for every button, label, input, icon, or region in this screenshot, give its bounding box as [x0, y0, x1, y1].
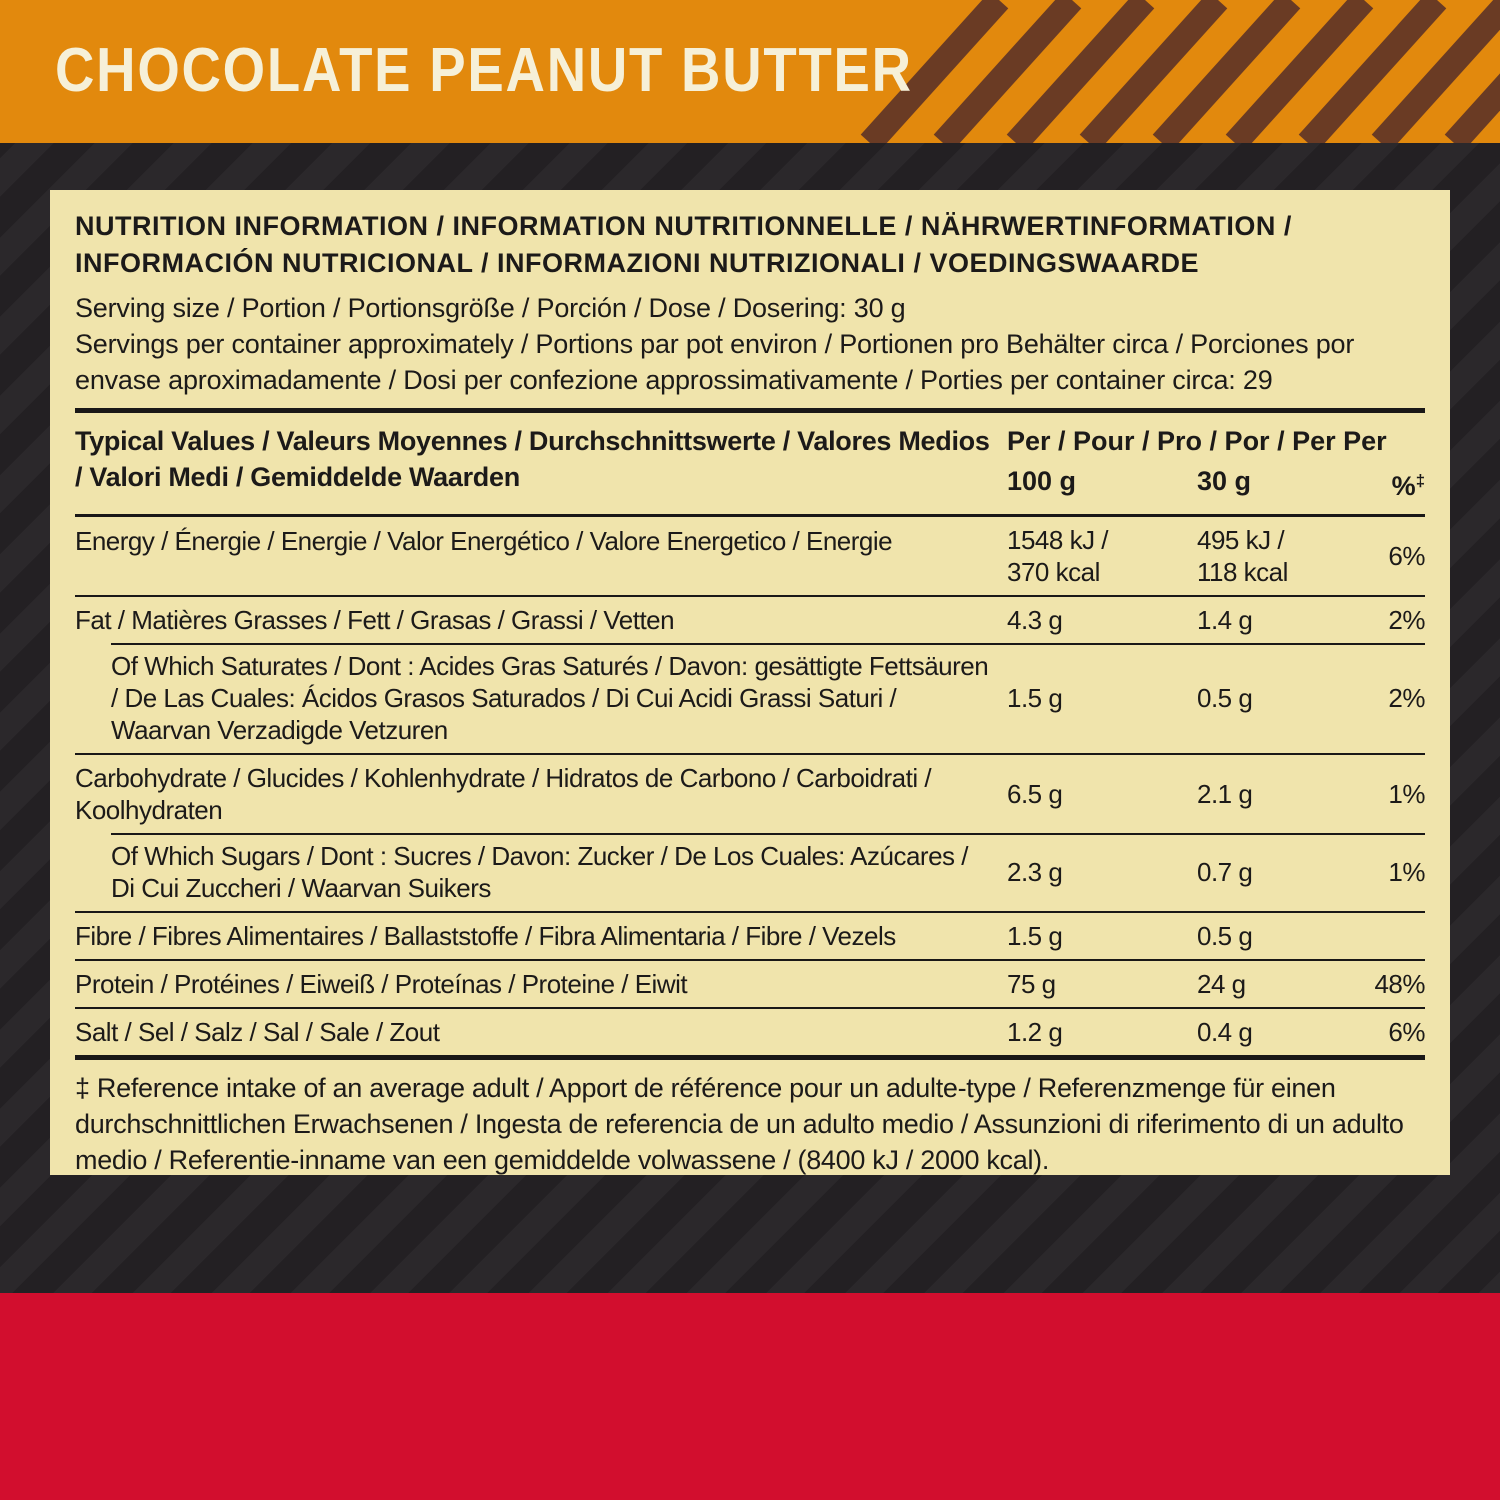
value-per-100g: 75 g [1007, 969, 1056, 999]
value-per-30g: 0.5 g [1197, 921, 1253, 951]
value-percent: 6% [1388, 541, 1425, 571]
value-percent: 1% [1388, 779, 1425, 809]
value-per-100g: 2.3 g [1007, 857, 1063, 887]
value-per-30g: 24 g [1197, 969, 1246, 999]
row-label: Energy / Énergie / Energie / Valor Energ… [75, 526, 893, 556]
table-header-row: Typical Values / Valeurs Moyennes / Durc… [75, 413, 1425, 514]
value-per-30g: 0.4 g [1197, 1017, 1253, 1047]
table-row: Protein / Protéines / Eiweiß / Proteínas… [75, 959, 1426, 1007]
nutrition-table-rows: Energy / Énergie / Energie / Valor Energ… [75, 517, 1426, 1055]
col-header-100g: 100 g [1007, 466, 1077, 496]
header-rule [75, 514, 1425, 517]
reference-intake-footnote: ‡ Reference intake of an average adult /… [75, 1073, 1404, 1175]
value-percent: 48% [1374, 969, 1425, 999]
nutrition-panel-title: NUTRITION INFORMATION / INFORMATION NUTR… [75, 211, 1292, 278]
table-row: Carbohydrate / Glucides / Kohlenhydrate … [75, 753, 1426, 833]
row-label: Fat / Matières Grasses / Fett / Grasas /… [75, 605, 675, 635]
value-percent: 6% [1388, 1017, 1425, 1047]
value-per-30g: 0.5 g [1197, 683, 1253, 713]
col-header-percent: %‡ [1391, 471, 1425, 501]
row-label: Carbohydrate / Glucides / Kohlenhydrate … [75, 763, 932, 825]
col-header-30g: 30 g [1197, 466, 1252, 496]
value-per-30g: 2.1 g [1197, 779, 1253, 809]
per-header-line: Per / Pour / Pro / Por / Per Per [1007, 426, 1387, 456]
flavor-title: CHOCOLATE PEANUT BUTTER [55, 35, 913, 105]
per-columns-header: Per / Pour / Pro / Por / Per Per 100 g 3… [1007, 423, 1425, 504]
value-per-100g: 1548 kJ / 370 kcal [1007, 525, 1109, 587]
dagger-reference-mark: ‡ [1415, 471, 1425, 490]
table-row: Of Which Sugars / Dont : Sucres / Davon:… [75, 833, 1426, 911]
row-label: Of Which Saturates / Dont : Acides Gras … [111, 651, 989, 745]
row-label: Fibre / Fibres Alimentaires / Ballaststo… [75, 921, 896, 951]
table-row: Fat / Matières Grasses / Fett / Grasas /… [75, 595, 1426, 643]
table-row: Energy / Énergie / Energie / Valor Energ… [75, 517, 1426, 595]
value-per-30g: 495 kJ / 118 kcal [1197, 525, 1288, 587]
table-row: Of Which Saturates / Dont : Acides Gras … [75, 643, 1426, 753]
section-rule-top [75, 408, 1425, 413]
red-footer-band [0, 1293, 1500, 1500]
typical-values-header: Typical Values / Valeurs Moyennes / Durc… [75, 426, 990, 492]
value-per-100g: 6.5 g [1007, 779, 1063, 809]
value-per-100g: 1.2 g [1007, 1017, 1063, 1047]
serving-size-line: Serving size / Portion / Portionsgröße /… [75, 293, 906, 323]
row-label: Protein / Protéines / Eiweiß / Proteínas… [75, 969, 688, 999]
value-per-30g: 1.4 g [1197, 605, 1253, 635]
value-per-100g: 4.3 g [1007, 605, 1063, 635]
value-percent: 2% [1388, 683, 1425, 713]
value-per-100g: 1.5 g [1007, 921, 1063, 951]
section-rule-bottom [75, 1055, 1425, 1060]
table-row: Fibre / Fibres Alimentaires / Ballaststo… [75, 911, 1425, 959]
row-label: Salt / Sel / Salz / Sal / Sale / Zout [75, 1017, 440, 1047]
table-row: Salt / Sel / Salz / Sal / Sale / Zout 1.… [75, 1007, 1426, 1055]
value-percent: 2% [1388, 605, 1425, 635]
flavor-header-bar: CHOCOLATE PEANUT BUTTER [0, 0, 1500, 143]
value-per-100g: 1.5 g [1007, 683, 1063, 713]
nutrition-panel: NUTRITION INFORMATION / INFORMATION NUTR… [50, 190, 1450, 1175]
value-percent: 1% [1388, 857, 1425, 887]
row-label: Of Which Sugars / Dont : Sucres / Davon:… [111, 841, 968, 903]
diagonal-stripes-decoration [860, 0, 1500, 143]
servings-per-container-line: Servings per container approximately / P… [75, 329, 1355, 395]
value-per-30g: 0.7 g [1197, 857, 1253, 887]
